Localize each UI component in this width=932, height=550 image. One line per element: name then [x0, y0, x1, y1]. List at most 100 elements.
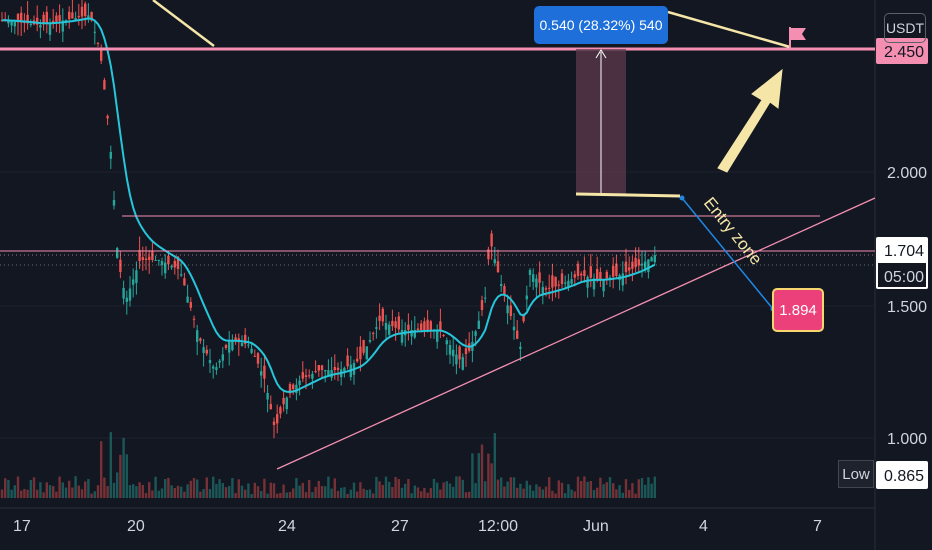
candle-body — [570, 279, 573, 284]
volume-bar — [333, 478, 336, 498]
volume-bar — [71, 487, 74, 498]
volume-bar — [346, 493, 349, 498]
volume-bar — [404, 483, 407, 498]
candle-body — [228, 341, 231, 353]
candle-body — [285, 397, 288, 410]
volume-bar — [583, 476, 586, 498]
annotation-line-left[interactable] — [152, 0, 215, 47]
candle-body — [199, 338, 202, 341]
candle-body — [93, 31, 96, 33]
volume-bar — [77, 485, 80, 498]
projection-start-point[interactable] — [679, 195, 685, 201]
candle-body — [644, 261, 647, 270]
volume-bar — [538, 486, 541, 498]
volume-bar — [528, 484, 532, 498]
candle-body — [394, 321, 397, 328]
volume-bar — [516, 487, 519, 498]
volume-bar — [32, 477, 36, 498]
entry-level-line[interactable] — [575, 192, 681, 198]
volume-bar — [589, 480, 592, 498]
volume-bar — [410, 493, 413, 498]
volume-bar — [128, 485, 132, 498]
candle-body — [525, 295, 528, 300]
candle-body — [231, 340, 234, 351]
volume-bar — [490, 463, 493, 498]
volume-bar — [282, 484, 285, 498]
candle-body — [391, 320, 394, 327]
volume-bar — [13, 485, 16, 498]
price-axis[interactable]: 2.000 1.500 1.000 — [887, 165, 927, 448]
volume-bar — [468, 491, 471, 498]
volume-bar — [612, 483, 615, 498]
candle-body — [250, 348, 253, 353]
date-tick-label: 27 — [391, 518, 409, 535]
volume-bar — [164, 479, 167, 498]
arrow-up-right-icon[interactable] — [717, 68, 783, 173]
candle-body — [128, 288, 132, 301]
volume-bar — [480, 444, 484, 498]
ascending-trendline[interactable] — [276, 197, 876, 470]
projection-line[interactable] — [681, 197, 774, 310]
candle-body — [445, 340, 448, 345]
candle-body — [112, 200, 116, 206]
candle-body — [298, 380, 301, 386]
candle-body — [320, 365, 324, 370]
candle-body — [346, 355, 349, 367]
candle-body — [557, 284, 560, 286]
candle-body — [282, 397, 285, 405]
candle-body — [589, 266, 592, 278]
moving-average-line — [2, 17, 656, 393]
candle-body — [212, 366, 215, 369]
candle-body — [77, 16, 80, 18]
candle-body — [55, 15, 58, 22]
candle-body — [260, 371, 263, 376]
volume-bar — [244, 489, 247, 498]
volume-bar — [618, 485, 621, 498]
date-tick-label: 4 — [699, 518, 708, 535]
candle-body — [106, 115, 109, 119]
candle-body — [544, 288, 548, 290]
current-price-text: 1.704 — [884, 243, 924, 260]
volume-bar — [605, 482, 608, 498]
volume-bar — [580, 480, 583, 498]
candle-body — [180, 274, 183, 276]
volume-bar — [320, 486, 324, 498]
candle-body — [413, 330, 416, 338]
volume-bar — [263, 478, 266, 498]
volume-bar — [317, 480, 320, 498]
target-callout[interactable]: 1.894 — [772, 288, 824, 332]
volume-bar — [384, 476, 388, 498]
candle-body — [109, 152, 112, 159]
candle-body — [423, 321, 426, 330]
annotation-line-right[interactable] — [667, 10, 791, 49]
time-axis[interactable]: 17 20 24 27 12:00 Jun 4 7 — [13, 518, 822, 535]
candle-body — [506, 305, 509, 314]
candle-body — [493, 259, 496, 264]
candle-body — [160, 261, 164, 266]
volume-bar — [138, 482, 141, 498]
candle-body — [532, 274, 535, 283]
volume-bar — [644, 484, 647, 498]
volume-bar — [52, 486, 55, 498]
volume-bar — [621, 492, 624, 498]
volume-bar — [256, 486, 260, 498]
volume-bar — [304, 492, 308, 498]
volume-bar — [631, 483, 634, 498]
candle-body — [333, 367, 336, 370]
candle-body — [452, 349, 455, 357]
volume-bar — [628, 489, 631, 498]
candle-body — [439, 321, 442, 331]
candle-body — [330, 370, 333, 378]
volume-bar — [266, 493, 269, 498]
currency-selector[interactable]: USDT — [884, 13, 926, 43]
measure-label[interactable]: 0.540 (28.32%) 540 — [534, 6, 668, 44]
volume-bar — [532, 490, 535, 498]
candle-body — [132, 279, 135, 285]
volume-bar — [170, 485, 173, 498]
candle-body — [116, 248, 119, 258]
candle-body — [384, 323, 388, 330]
flag-icon[interactable] — [789, 27, 806, 50]
date-tick-label: Jun — [583, 518, 609, 535]
candle-body — [560, 273, 564, 284]
